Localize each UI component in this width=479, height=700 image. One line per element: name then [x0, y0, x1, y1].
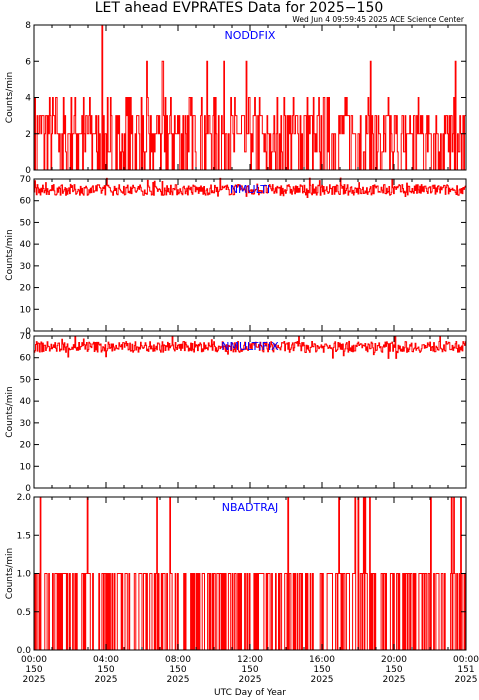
x-tick-label: 151	[457, 665, 474, 675]
y-tick-label: 20	[20, 284, 32, 294]
x-tick-labels: 00:00150202504:00150202508:00150202512:0…	[21, 655, 479, 685]
y-axis-label: Counts/min	[5, 72, 15, 123]
y-tick-label: 4	[25, 94, 31, 104]
x-tick-label: 2025	[455, 675, 478, 685]
x-tick-label: 2025	[239, 675, 262, 685]
x-tick-label: 12:00	[237, 655, 263, 665]
panel-title: NODDFIX	[225, 29, 276, 42]
y-tick-label: 6	[25, 57, 31, 67]
x-tick-label: 20:00	[381, 655, 407, 665]
y-tick-label: 50	[20, 218, 32, 228]
x-tick-label: 150	[385, 665, 402, 675]
x-tick-label: 2025	[311, 675, 334, 685]
chart-title: LET ahead EVPRATES Data for 2025−150	[95, 0, 384, 16]
x-tick-label: 2025	[383, 675, 406, 685]
x-tick-label: 16:00	[309, 655, 335, 665]
x-tick-label: 00:00	[453, 655, 479, 665]
y-tick-label: 0	[25, 327, 31, 337]
panels: 0 2 4 6 8 Counts/min NODDFIX 0 10 20 30 40 50 60 70 Cou…	[5, 21, 467, 656]
y-tick-label: 30	[20, 262, 32, 272]
y-axis-label: Counts/min	[5, 229, 15, 280]
x-tick-label: 2025	[23, 675, 46, 685]
y-tick-label: 0	[25, 484, 31, 494]
y-tick-label: 20	[20, 441, 32, 451]
x-axis-label: UTC Day of Year	[214, 688, 286, 698]
y-tick-label: 40	[20, 240, 32, 250]
panel-nmultifix: 0 10 20 30 40 50 60 70 Counts/min NMULTIFIX	[5, 332, 467, 494]
x-tick-label: 150	[313, 665, 330, 675]
x-tick-label: 150	[97, 665, 114, 675]
y-tick-label: 0.5	[17, 608, 31, 618]
x-tick-label: 150	[241, 665, 258, 675]
y-tick-label: 40	[20, 397, 32, 407]
panel-title: NMULTI	[230, 183, 270, 196]
y-tick-label: 60	[20, 197, 32, 207]
plot-frame	[33, 178, 467, 332]
y-tick-label: 10	[20, 462, 32, 472]
series-line-nmultifix	[34, 335, 467, 359]
panel-noddfix: 0 2 4 6 8 Counts/min NODDFIX	[5, 21, 467, 176]
panel-title: NMULTIFIX	[221, 340, 279, 353]
x-tick-label: 08:00	[165, 655, 191, 665]
series-line-nbadtraj	[34, 496, 466, 651]
y-tick-label: 2.0	[17, 493, 32, 503]
y-tick-label: 8	[25, 21, 31, 31]
y-tick-label: 10	[20, 305, 32, 315]
x-tick-label: 2025	[95, 675, 118, 685]
panel-nbadtraj: 0.0 0.5 1.0 1.5 2.0 Counts/min NBADTRAJ	[5, 493, 467, 656]
y-tick-label: 70	[20, 332, 32, 342]
panel-title: NBADTRAJ	[222, 501, 278, 514]
x-tick-label: 2025	[167, 675, 190, 685]
chart-subtitle: Wed Jun 4 09:59:45 2025 ACE Science Cent…	[292, 15, 465, 24]
y-tick-label: 50	[20, 375, 32, 385]
x-tick-label: 00:00	[21, 655, 47, 665]
y-tick-label: 0	[25, 166, 31, 176]
y-axis-label: Counts/min	[5, 548, 15, 599]
y-tick-label: 0.0	[17, 646, 32, 656]
plot-frame	[33, 335, 467, 489]
panel-nmulti: 0 10 20 30 40 50 60 70 Counts/min NMULTI	[5, 175, 467, 337]
x-tick-label: 04:00	[93, 655, 119, 665]
y-tick-label: 2	[25, 130, 31, 140]
x-tick-label: 150	[169, 665, 186, 675]
y-tick-label: 30	[20, 419, 32, 429]
y-tick-label: 70	[20, 175, 32, 185]
x-tick-label: 150	[25, 665, 42, 675]
series-line-noddfix	[34, 24, 467, 171]
y-tick-label: 60	[20, 354, 32, 364]
y-tick-label: 1.5	[17, 531, 31, 541]
y-tick-label: 1.0	[17, 570, 32, 580]
y-axis-label: Counts/min	[5, 386, 15, 437]
